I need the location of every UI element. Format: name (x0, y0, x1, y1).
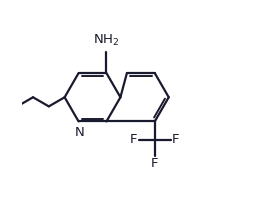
Text: F: F (151, 157, 158, 170)
Text: NH$_2$: NH$_2$ (93, 33, 120, 48)
Text: N: N (75, 126, 85, 139)
Text: F: F (172, 133, 180, 146)
Text: F: F (130, 133, 138, 146)
